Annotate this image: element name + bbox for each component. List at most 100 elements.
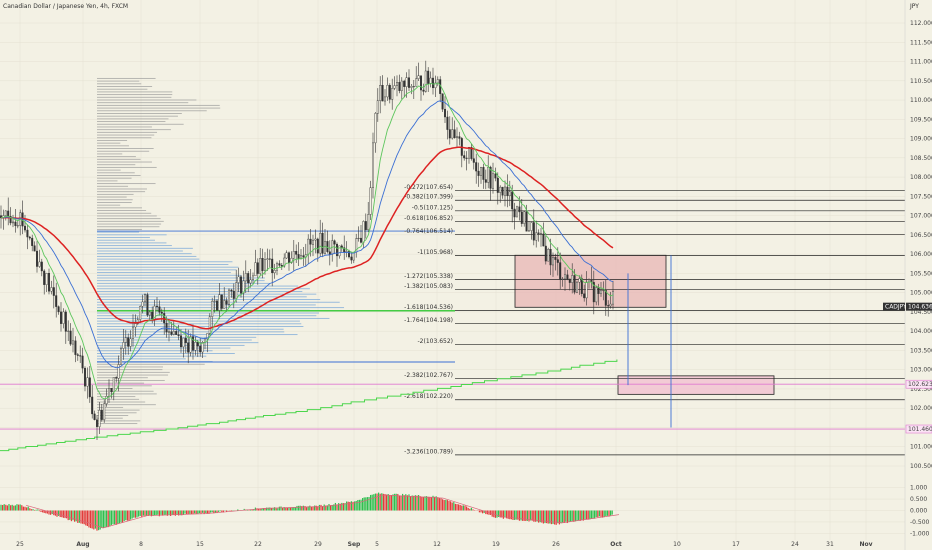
osc-bar [10,505,12,511]
candle-body [16,225,19,227]
osc-bar [296,505,298,511]
osc-bar [522,510,524,521]
volume-profile-bar [97,161,152,163]
osc-bar [262,508,264,511]
fib-level-label: -2.382(102.767) [404,372,453,379]
osc-bar [467,507,469,511]
osc-bar [322,506,324,511]
osc-bar [117,510,119,524]
candle-body [381,85,384,102]
osc-bar [19,504,21,511]
candle-body [60,311,63,324]
osc-bar [466,506,468,511]
osc-bar [158,510,160,517]
fib-level-label: -3.236(100.789) [404,448,453,455]
candle-body [117,364,120,379]
candle-body [48,273,51,292]
osc-bar [608,510,610,517]
candle-body [597,287,600,294]
candle-body [446,116,449,130]
osc-bar [184,510,186,514]
osc-bar [408,494,410,511]
candle-body [494,173,497,179]
candle-body [357,237,360,239]
candle-body [492,173,495,189]
volume-profile-bar [97,320,300,322]
stair-line [0,359,618,452]
candle-body [316,238,319,254]
osc-bar [61,510,63,518]
osc-bar [99,510,101,530]
candle-body [67,330,70,332]
osc-bar [293,507,295,511]
osc-bar [302,505,304,511]
time-tick-label: 17 [732,541,740,548]
osc-bar [294,507,296,511]
osc-bar [442,499,444,511]
osc-bar [125,510,127,521]
osc-bar [194,510,196,514]
candle-body [230,289,233,292]
candle-body [384,96,387,102]
fib-level-label: -0.764(106.514) [404,228,453,235]
candle-body [45,273,48,285]
candle-body [328,251,331,255]
candle-body [453,129,456,139]
candle-body [124,337,127,343]
candle-body [333,240,336,245]
volume-profile-bar [97,255,197,257]
osc-bar [190,510,192,514]
volume-profile-bar [97,142,121,144]
candle-body [191,336,194,351]
osc-bar [106,510,108,527]
candle-body [396,82,399,86]
volume-profile-bar [97,417,123,419]
volume-profile-bar [97,226,160,228]
price-label-bg [905,379,932,389]
osc-bar [93,510,95,530]
osc-bar [594,510,596,519]
candle-body [259,258,262,274]
price-tick-label: 102.500 [910,386,932,393]
candle-body [412,86,415,88]
osc-bar [554,510,556,525]
volume-profile-bar [97,139,128,141]
osc-bar [362,498,364,511]
candle-body [576,281,579,293]
time-tick-label: 29 [314,541,322,548]
candle-body [24,225,27,231]
candle-body [276,263,279,271]
osc-bar [66,510,68,519]
volume-profile-bar [97,342,259,344]
osc-bar [147,510,149,516]
candle-body [213,300,216,302]
candle-body [9,216,12,224]
volume-profile-bar [97,307,345,309]
volume-profile-bar [97,180,118,182]
candle-body [206,333,209,340]
osc-bar [206,510,208,514]
osc-bar [318,504,320,511]
candle-body [307,238,310,255]
candle-body [429,77,432,84]
osc-bar [291,507,293,511]
candle-body [537,232,540,234]
candle-body [184,337,187,344]
osc-bar [542,510,544,524]
candle-body [564,274,567,280]
osc-bar [24,506,26,511]
osc-bar [400,495,402,511]
osc-bar [102,510,104,528]
candle-body [129,338,132,347]
candle-body [278,263,281,266]
last-price-bg [906,302,932,311]
osc-bar [459,504,461,511]
osc-bar [205,510,207,514]
time-axis[interactable]: 25 Aug 8 15 22 29 Sep 5 12 19 26 Oct 10 17 24 31 Nov [16,541,872,548]
osc-bar [390,495,392,511]
osc-bar [98,510,100,531]
volume-profile-bar [97,355,207,357]
osc-bar [363,497,365,511]
osc-bar [166,510,168,516]
